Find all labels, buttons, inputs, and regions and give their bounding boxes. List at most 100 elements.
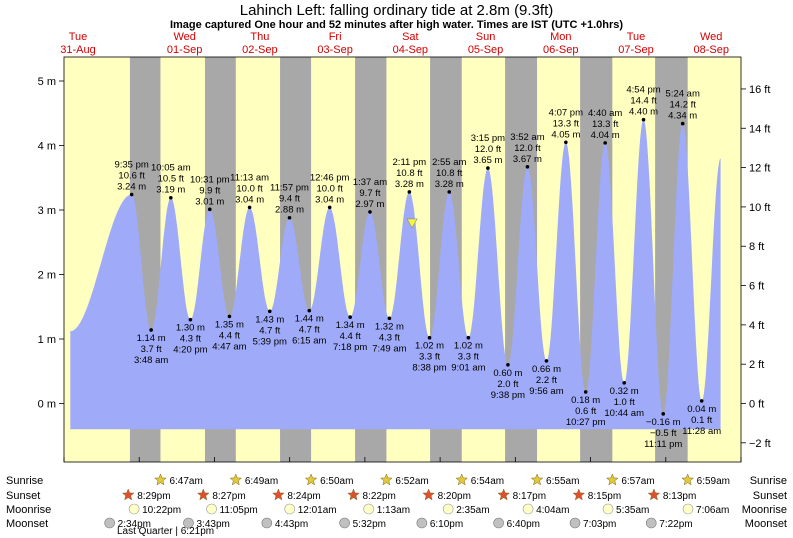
high-tide-point [641,117,646,122]
low-tide-feet: 4.4 ft [219,330,240,341]
low-tide-point [699,399,704,403]
high-tide-point [327,205,332,210]
sunrise-icon [605,473,619,486]
moonrise-time: 1:13am [377,505,410,516]
y-tick-label-ft: 0 ft [749,399,764,411]
moonrise-icon [128,503,140,515]
high-tide-metres: 3.04 m [315,194,344,205]
high-tide-metres: 2.97 m [355,199,384,210]
moonset-icon [261,517,273,529]
low-tide-feet: 4.3 ft [379,332,400,343]
moonrise-time: 12:01am [298,505,337,516]
low-tide-metres: 1.34 m [336,320,365,331]
moonrise-icon [363,503,375,515]
sunset-time: 8:17pm [513,491,546,502]
low-tide-time: 3:48 am [134,355,168,366]
moonset-icon [645,517,657,529]
high-tide-feet: 10.0 ft [236,183,263,194]
row-label-right: Moonset [745,518,787,530]
high-tide-feet: 13.3 ft [592,119,619,130]
low-tide-metres: 1.44 m [295,314,324,325]
moonrise-time: 7:06am [696,505,729,516]
high-tide-time: 12:46 pm [310,172,350,183]
high-tide-feet: 9.9 ft [199,185,220,196]
sunrise-time: 6:49am [245,476,278,487]
sunrise-icon [530,473,544,486]
high-tide-metres: 4.34 m [668,111,697,122]
y-tick-label-m: 1 m [38,334,56,346]
axes: 5 m 4 m 3 m 2 m 1 m 0 m 16 ft 14 ft 12 ft 10 ft 8 … [38,56,771,463]
low-tide-feet: 0.1 ft [691,415,712,426]
sunrise-time: 6:57am [621,476,654,487]
high-tide-time: 11:13 am [230,172,269,183]
sunrise-time: 6:59am [697,476,730,487]
y-tick-label-ft: 2 ft [749,359,764,371]
high-tide-feet: 10.8 ft [396,168,423,179]
high-tide-time: 11:57 pm [270,183,309,194]
high-tide-feet: 13.3 ft [553,118,580,129]
low-tide-time: 9:56 am [529,386,563,397]
sunset-time: 8:13pm [663,491,696,502]
sunset-time: 8:22pm [363,491,396,502]
moonrise-icon [602,503,614,515]
low-tide-time: 4:47 am [212,341,246,352]
high-tide-point [680,121,685,126]
sunrise-time: 6:50am [320,476,353,487]
sunrise-icon [380,473,393,486]
high-tide-point [169,195,173,200]
high-tide-point [368,210,372,214]
low-tide-feet: 3.3 ft [419,352,440,363]
high-tide-feet: 14.2 ft [669,100,696,111]
high-tide-point [247,205,252,210]
low-tide-time: 4:20 pm [173,345,207,356]
moonset-icon [493,517,504,529]
high-tide-time: 2:55 am [432,157,466,168]
sunrise-icon [455,473,469,486]
high-tide-feet: 10.6 ft [118,171,145,182]
low-tide-time: 9:38 pm [491,390,525,401]
day-name: Thu [250,31,269,43]
low-tide-point [622,381,626,385]
low-tide-point [661,412,666,416]
low-tide-feet: 3.7 ft [141,344,162,355]
low-tide-feet: 4.4 ft [340,331,361,342]
day-date: 08-Sep [693,44,728,56]
high-tide-metres: 3.04 m [235,194,264,205]
high-tide-feet: 9.7 ft [359,188,380,199]
current-tide-marker [406,218,418,229]
high-tide-point [287,215,292,220]
high-tide-feet: 12.0 ft [514,143,541,154]
sunrise-time: 6:47am [169,476,202,487]
low-tide-metres: −0.16 m [646,417,681,428]
row-label-left: Moonrise [6,504,51,516]
low-tide-time: 7:18 pm [333,342,367,353]
y-tick-label-ft: 16 ft [749,84,770,96]
sunset-time: 8:27pm [212,491,245,502]
high-tide-metres: 3.28 m [435,179,464,190]
low-tide-point [267,309,272,314]
high-tide-point [486,166,490,170]
sunrise-time: 6:52am [395,476,428,487]
high-tide-feet: 9.4 ft [279,194,300,205]
moonrise-time: 5:35am [616,505,649,516]
high-tide-feet: 12.0 ft [475,144,502,155]
high-tide-time: 4:07 pm [549,107,583,118]
low-tide-metres: 1.02 m [454,341,483,352]
moonrise-icon [682,503,694,515]
low-tide-feet: 0.6 ft [575,406,596,417]
moonrise-time: 4:04am [536,505,569,516]
sunset-icon [647,488,661,501]
sunrise-time: 6:54am [471,476,504,487]
moonset-time: 3:43pm [196,519,229,530]
low-tide-time: 10:44 am [604,408,644,419]
chart-title: Lahinch Left: falling ordinary tide at 2… [240,2,554,19]
low-tide-point [149,328,153,332]
high-tide-time: 2:11 pm [393,157,427,168]
low-tide-metres: 1.02 m [415,341,444,352]
day-name: Tue [69,31,88,43]
high-tide-metres: 3.67 m [513,154,542,165]
sunset-icon [347,488,360,501]
day-date: 05-Sep [468,44,503,56]
high-tide-time: 1:37 am [353,177,387,188]
